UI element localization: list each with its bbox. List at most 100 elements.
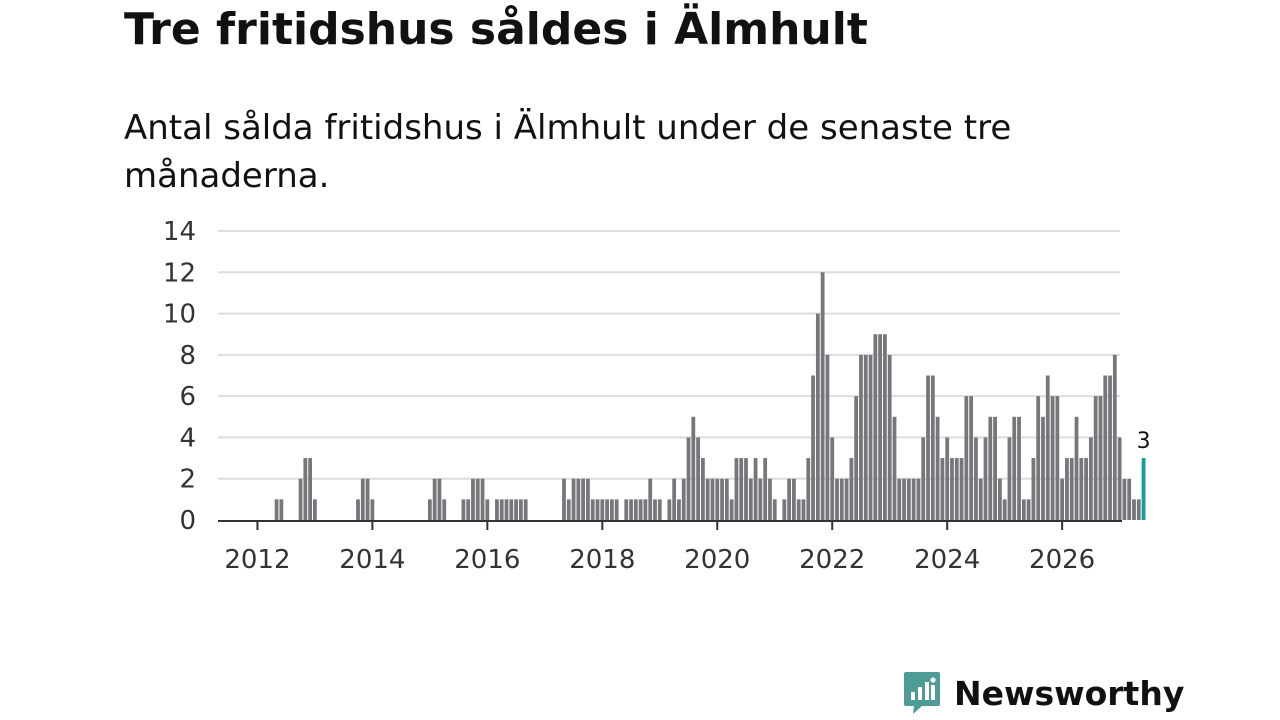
y-tick-label-4: 4 bbox=[179, 423, 196, 453]
bar bbox=[839, 478, 844, 520]
chart-title: Tre fritidshus såldes i Älmhult bbox=[124, 4, 868, 55]
bar bbox=[978, 478, 983, 520]
bar bbox=[849, 458, 854, 520]
bar bbox=[906, 478, 911, 520]
bar bbox=[878, 334, 883, 520]
bar bbox=[744, 458, 748, 520]
bar bbox=[820, 272, 825, 520]
x-tick-label-2022: 2022 bbox=[799, 545, 865, 575]
bar bbox=[883, 334, 887, 520]
y-tick-label-8: 8 bbox=[179, 341, 196, 371]
bar bbox=[739, 458, 744, 520]
bar bbox=[705, 478, 710, 520]
bar bbox=[1112, 354, 1117, 520]
y-tick-label-10: 10 bbox=[163, 300, 196, 330]
bar bbox=[566, 499, 571, 520]
bar bbox=[1074, 416, 1079, 520]
x-tick-label-2012: 2012 bbox=[224, 545, 290, 575]
bar bbox=[485, 499, 490, 520]
x-axis-ticks: 2012 2014 2016 2018 2020 2022 2024 2026 bbox=[224, 521, 1095, 575]
bar bbox=[710, 478, 715, 520]
bar bbox=[1088, 437, 1093, 520]
bar bbox=[902, 478, 906, 520]
bar-highlight bbox=[1141, 458, 1146, 520]
bar bbox=[801, 499, 806, 520]
bar bbox=[1055, 396, 1060, 520]
bar bbox=[518, 499, 523, 520]
bar bbox=[562, 478, 566, 520]
bar bbox=[787, 478, 792, 520]
bar bbox=[715, 478, 720, 520]
bar bbox=[590, 499, 595, 520]
y-tick-label-12: 12 bbox=[163, 258, 196, 288]
bar bbox=[1007, 437, 1012, 520]
bar bbox=[643, 499, 648, 520]
bar bbox=[653, 499, 657, 520]
bar bbox=[308, 458, 313, 520]
bar bbox=[1026, 499, 1031, 520]
bar bbox=[1122, 478, 1127, 520]
bar bbox=[499, 499, 504, 520]
bar bbox=[1060, 478, 1065, 520]
bar bbox=[792, 478, 796, 520]
bar bbox=[629, 499, 633, 520]
bar bbox=[768, 478, 772, 520]
bar bbox=[360, 478, 365, 520]
bar bbox=[471, 478, 475, 520]
bar bbox=[930, 375, 935, 520]
bar bbox=[595, 499, 600, 520]
bar bbox=[495, 499, 499, 520]
bar bbox=[916, 478, 921, 520]
x-tick-label-2018: 2018 bbox=[569, 545, 635, 575]
bar bbox=[1012, 416, 1017, 520]
bar bbox=[523, 499, 528, 520]
bar bbox=[303, 458, 308, 520]
bar bbox=[514, 499, 518, 520]
bar bbox=[854, 396, 859, 520]
bar bbox=[1065, 458, 1069, 520]
bar bbox=[1132, 499, 1136, 520]
bar bbox=[633, 499, 638, 520]
bar bbox=[772, 499, 777, 520]
bar bbox=[370, 499, 375, 520]
bar bbox=[437, 478, 442, 520]
bar bbox=[954, 458, 959, 520]
bar bbox=[815, 313, 820, 520]
bar bbox=[911, 478, 916, 520]
bar bbox=[868, 354, 873, 520]
bar bbox=[677, 499, 681, 520]
bar bbox=[782, 499, 787, 520]
bar bbox=[1041, 416, 1045, 520]
bar bbox=[758, 478, 763, 520]
bar bbox=[1036, 396, 1041, 520]
bar bbox=[993, 416, 997, 520]
x-tick-label-2026: 2026 bbox=[1029, 545, 1095, 575]
bar bbox=[681, 478, 686, 520]
bar bbox=[672, 478, 677, 520]
bar bbox=[835, 478, 839, 520]
bar bbox=[1069, 458, 1074, 520]
brand-logo: Newsworthy bbox=[902, 670, 1184, 716]
bar bbox=[1117, 437, 1122, 520]
bar bbox=[442, 499, 447, 520]
bar bbox=[356, 499, 360, 520]
bar bbox=[667, 499, 672, 520]
y-tick-label-14: 14 bbox=[163, 217, 196, 247]
x-tick-label-2014: 2014 bbox=[339, 545, 405, 575]
bar bbox=[796, 499, 801, 520]
bar bbox=[605, 499, 609, 520]
y-tick-label-2: 2 bbox=[179, 465, 196, 495]
bar bbox=[657, 499, 662, 520]
bar bbox=[504, 499, 509, 520]
bar bbox=[897, 478, 902, 520]
bar bbox=[940, 458, 945, 520]
bar bbox=[753, 458, 758, 520]
bar bbox=[581, 478, 586, 520]
bar bbox=[974, 437, 978, 520]
bar bbox=[600, 499, 605, 520]
bar bbox=[959, 458, 964, 520]
bars bbox=[274, 272, 1146, 520]
data-labels: 3 bbox=[1137, 429, 1151, 454]
bar bbox=[720, 478, 724, 520]
